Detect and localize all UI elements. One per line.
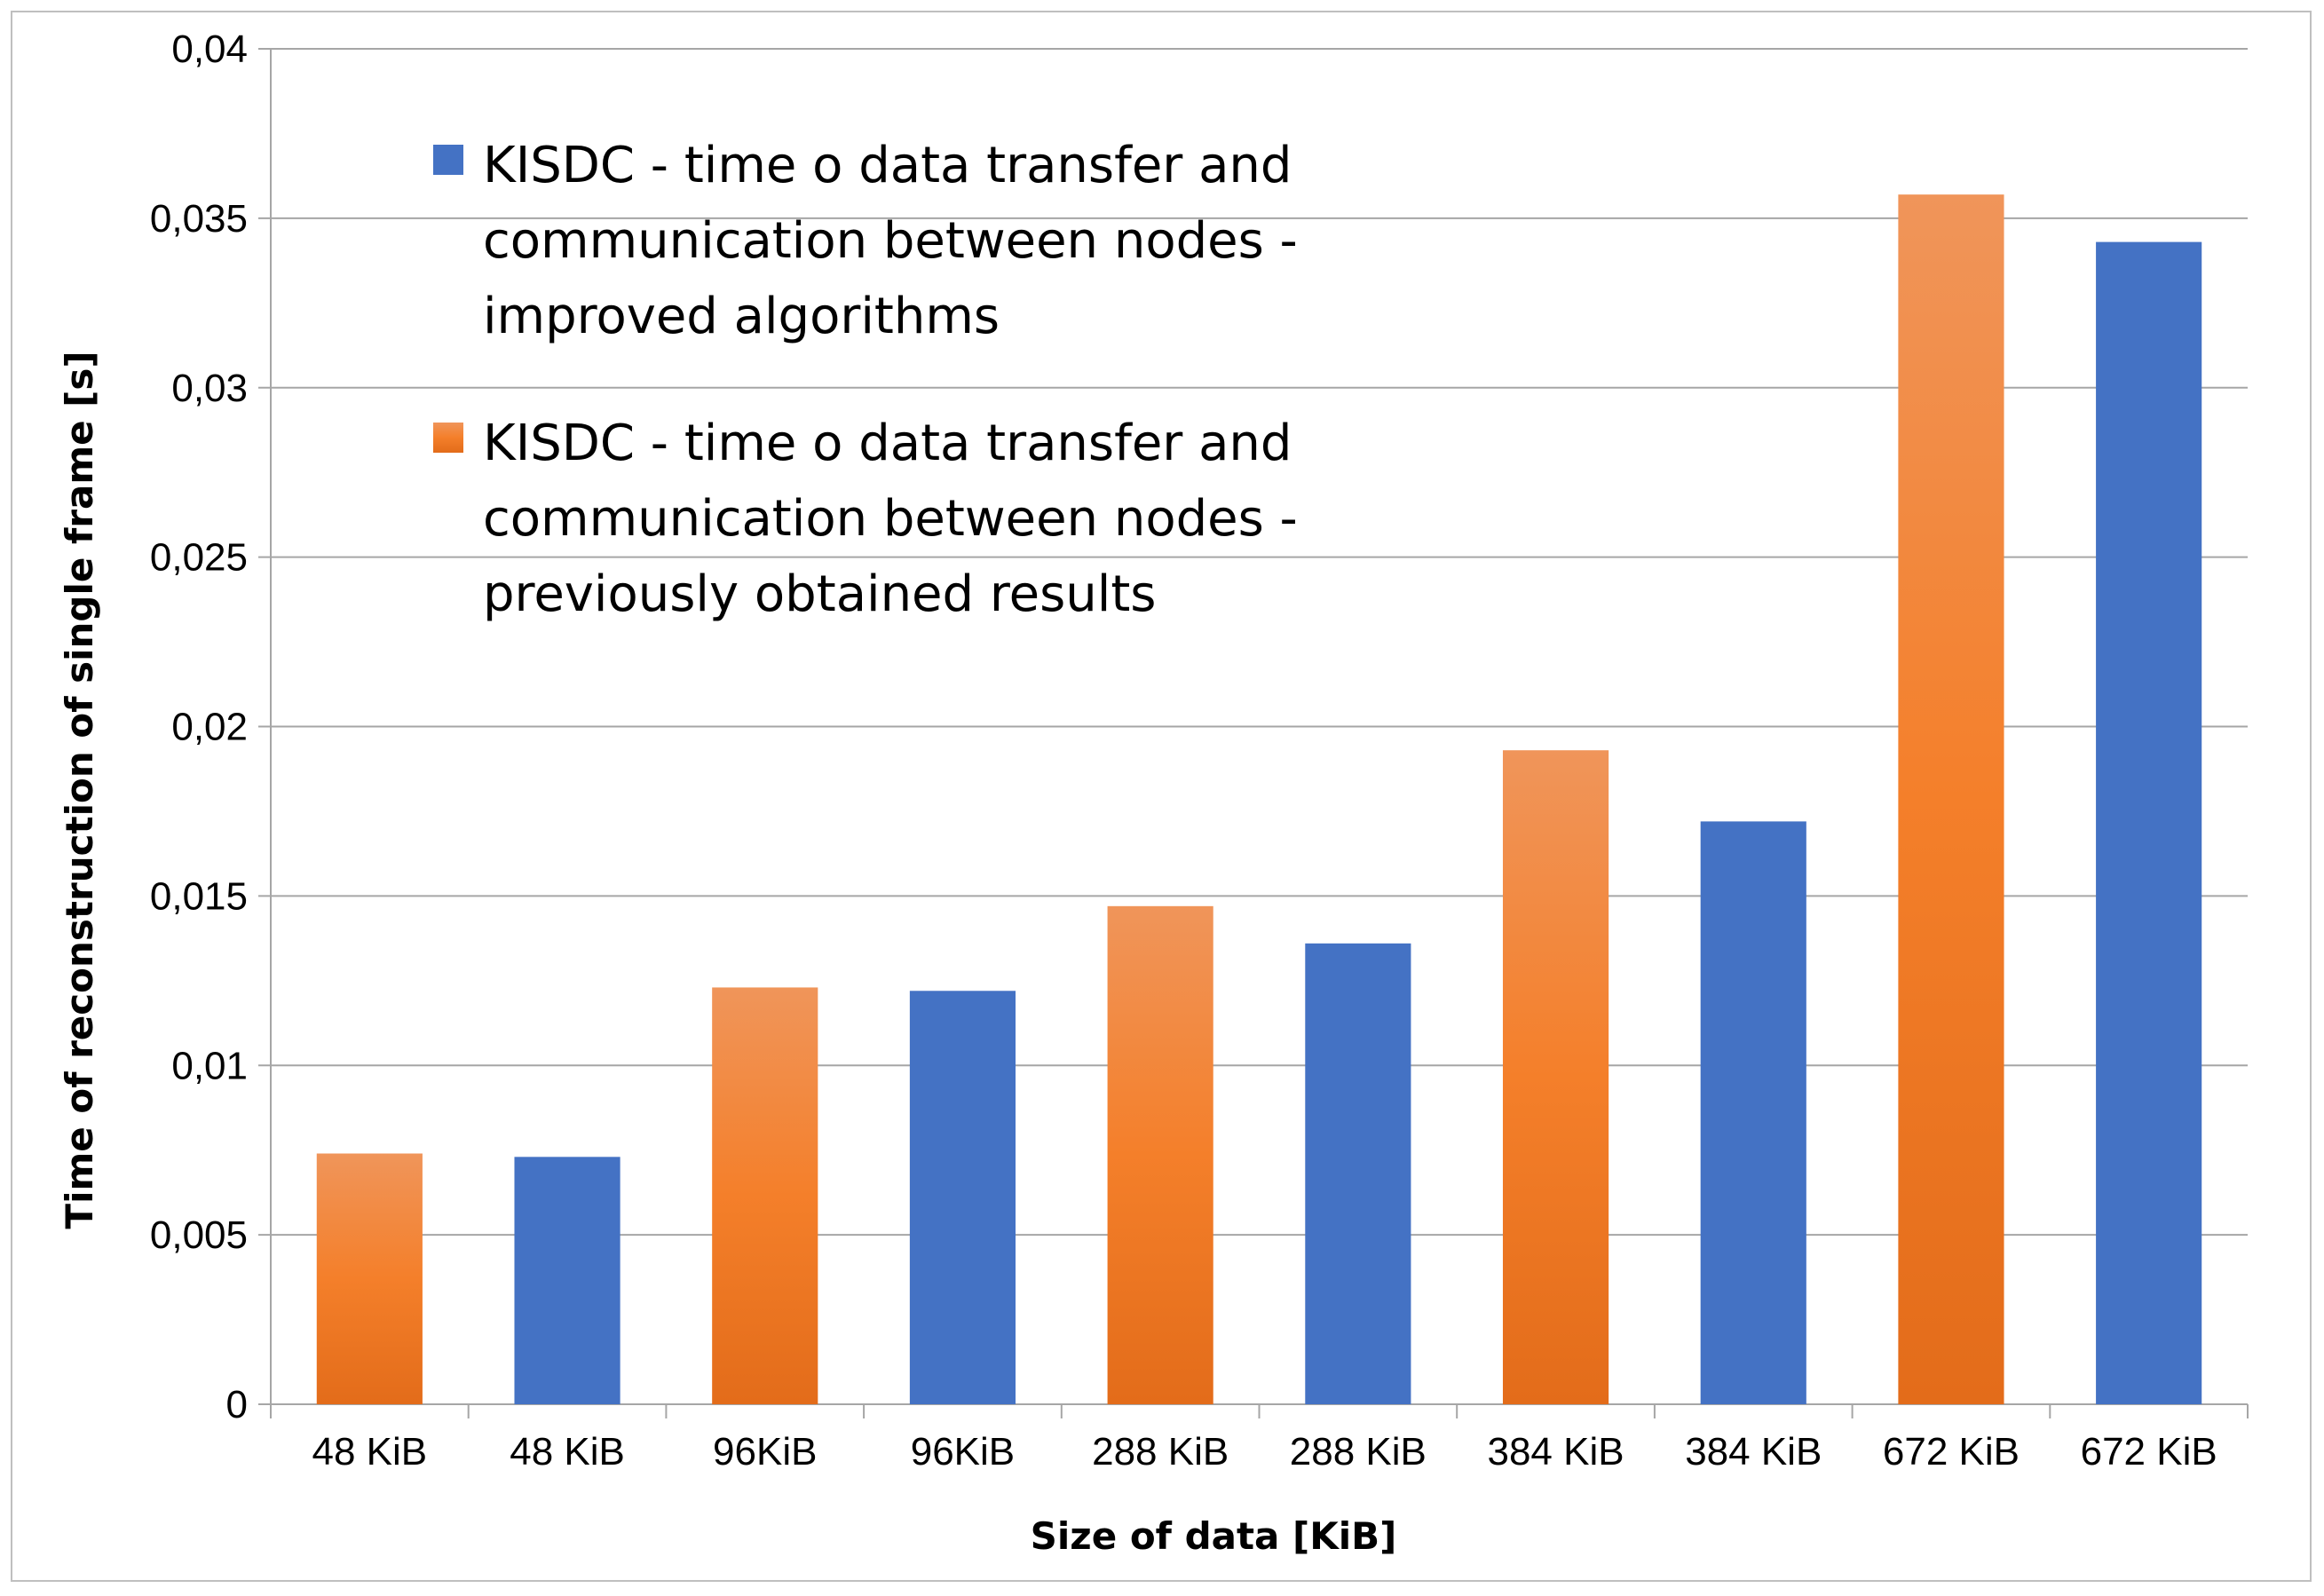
y-axis-title: Time of reconstruction of single frame [… — [58, 351, 101, 1229]
x-tick-label: 96KiB — [911, 1430, 1015, 1474]
x-tick-label: 288 KiB — [1092, 1430, 1229, 1474]
x-tick-label: 384 KiB — [1685, 1430, 1822, 1474]
y-tick-label: 0,01 — [171, 1044, 248, 1087]
x-tick-label: 672 KiB — [2081, 1430, 2217, 1474]
bar-previous-results — [1107, 905, 1213, 1404]
bar-improved-algorithms — [1700, 821, 1806, 1404]
x-tick-label: 288 KiB — [1290, 1430, 1427, 1474]
x-tick-label: 672 KiB — [1883, 1430, 2020, 1474]
y-tick-label: 0,035 — [150, 197, 248, 241]
y-tick-label: 0 — [226, 1383, 248, 1426]
x-axis-title: Size of data [KiB] — [1031, 1514, 1397, 1558]
bars — [316, 194, 2202, 1405]
y-tick-label: 0,015 — [150, 874, 248, 918]
legend-label-improved-line-2: communication between nodes - — [483, 212, 1298, 270]
bar-improved-algorithms — [514, 1157, 621, 1404]
legend-label-previous-line-1: KISDC - time o data transfer and — [483, 415, 1292, 472]
legend-label-improved-line-3: improved algorithms — [483, 288, 1000, 345]
legend-swatch-previous — [433, 423, 463, 453]
bar-improved-algorithms — [2096, 241, 2202, 1404]
legend-swatch-improved — [433, 145, 463, 175]
x-tick-label: 48 KiB — [312, 1430, 428, 1474]
y-tick-label: 0,005 — [150, 1213, 248, 1257]
y-tick-label: 0,02 — [171, 706, 248, 749]
legend-label-improved-line-1: KISDC - time o data transfer and — [483, 137, 1292, 194]
y-tick-label: 0,03 — [171, 367, 248, 410]
legend: KISDC - time o data transfer and communi… — [433, 137, 1298, 623]
y-tick-label: 0,025 — [150, 536, 248, 580]
bar-previous-results — [316, 1153, 423, 1404]
x-tick-label: 96KiB — [713, 1430, 817, 1474]
legend-label-previous-line-3: previously obtained results — [483, 565, 1156, 623]
bar-previous-results — [712, 987, 818, 1404]
legend-entry-improved: KISDC - time o data transfer and communi… — [433, 137, 1298, 345]
bar-previous-results — [1898, 194, 2004, 1405]
bar-improved-algorithms — [909, 991, 1016, 1404]
legend-entry-previous: KISDC - time o data transfer and communi… — [433, 415, 1298, 623]
bar-previous-results — [1502, 750, 1609, 1404]
y-tick-labels: 0 0,005 0,01 0,015 0,02 0,025 0,03 0,035 0,04 — [150, 28, 248, 1426]
x-tick-labels: 48 KiB 48 KiB 96KiB 96KiB 288 KiB 288 KiB 384 … — [312, 1430, 2217, 1474]
legend-label-previous-line-2: communication between nodes - — [483, 490, 1298, 548]
bar-improved-algorithms — [1305, 943, 1411, 1404]
y-tick-label: 0,04 — [171, 28, 248, 71]
x-tick-label: 384 KiB — [1487, 1430, 1624, 1474]
x-tick-label: 48 KiB — [510, 1430, 625, 1474]
